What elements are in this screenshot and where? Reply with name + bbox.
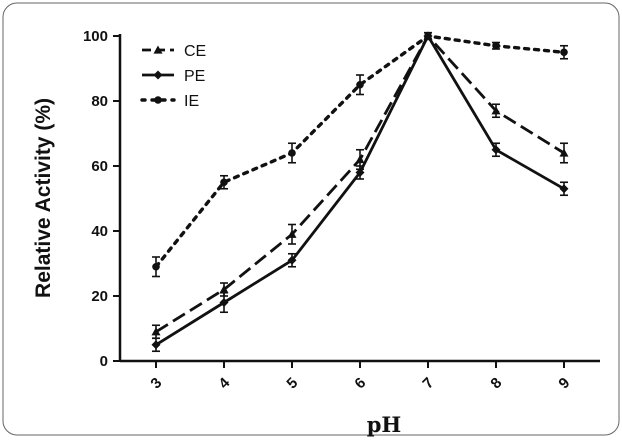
- legend-label: IE: [184, 93, 199, 110]
- y-tick-label: 60: [91, 158, 108, 175]
- data-point: [287, 255, 297, 265]
- x-tick-label: 6: [351, 374, 369, 392]
- y-tick-label: 40: [91, 223, 108, 240]
- x-ticks: 3 4 5 6 7 8 9: [147, 361, 573, 392]
- data-point: [491, 145, 501, 155]
- series-layer: [151, 31, 569, 353]
- data-point: [560, 48, 568, 57]
- legend-item-ce: CE: [142, 43, 206, 60]
- legend-item-pe: PE: [142, 68, 205, 85]
- data-point: [355, 155, 365, 164]
- data-point: [356, 80, 364, 89]
- data-point: [151, 340, 161, 350]
- data-point: [220, 178, 228, 187]
- legend: CE PE IE: [140, 43, 206, 110]
- y-tick-label: 80: [91, 93, 108, 110]
- x-tick-label: 9: [555, 374, 573, 392]
- data-point: [287, 229, 297, 238]
- y-ticks: 0 20 40 60 80 100: [83, 28, 120, 370]
- x-tick-label: 5: [283, 374, 301, 392]
- x-tick-label: 8: [487, 374, 505, 392]
- data-point: [491, 106, 501, 115]
- y-axis-label: Relative Activity (%): [32, 98, 55, 298]
- series-ie: [152, 31, 568, 278]
- y-tick-label: 100: [83, 28, 108, 45]
- legend-marker: [153, 45, 163, 54]
- x-tick-label: 7: [419, 374, 437, 392]
- chart-frame: [2, 2, 620, 436]
- legend-marker: [153, 70, 163, 80]
- data-point: [151, 327, 161, 336]
- data-point: [152, 262, 160, 271]
- data-point: [559, 184, 569, 194]
- x-tick-label: 3: [147, 374, 165, 392]
- legend-marker: [154, 96, 162, 104]
- y-tick-label: 0: [100, 353, 108, 370]
- x-axis-label: pH: [367, 412, 402, 437]
- y-tick-label: 20: [91, 288, 108, 305]
- data-point: [219, 285, 229, 294]
- data-point: [219, 298, 229, 307]
- legend-item-ie: IE: [140, 93, 199, 110]
- data-point: [424, 32, 432, 40]
- x-tick-label: 4: [215, 374, 233, 392]
- data-point: [355, 168, 365, 177]
- data-point: [288, 149, 296, 157]
- legend-label: PE: [184, 68, 205, 85]
- data-point: [492, 41, 500, 50]
- data-point: [559, 148, 569, 157]
- legend-label: CE: [184, 43, 206, 60]
